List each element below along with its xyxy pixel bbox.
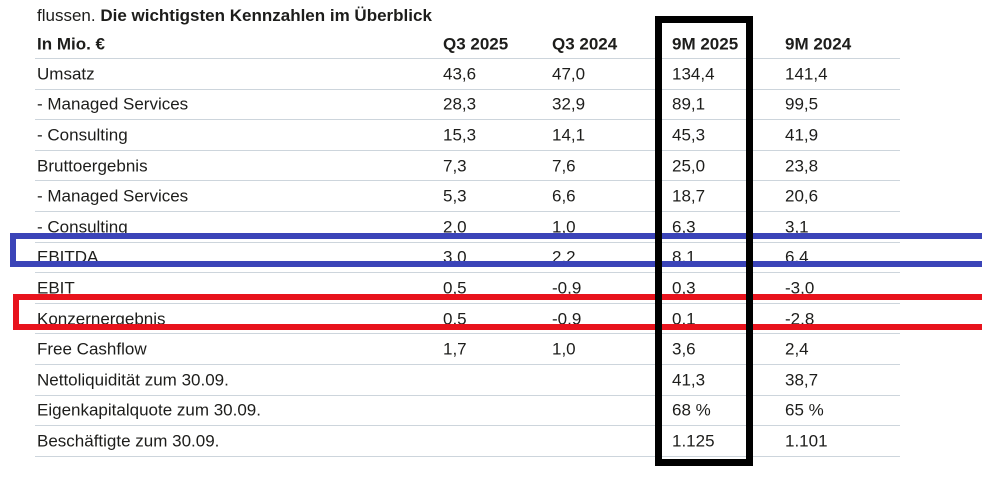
row-value: 0,1: [672, 309, 696, 329]
row-value: 1,7: [443, 339, 467, 359]
row-value: 18,7: [672, 186, 706, 206]
row-value: 0,3: [672, 278, 696, 298]
row-value: 2,2: [552, 247, 576, 267]
row-value: 20,6: [785, 186, 819, 206]
row-value: 45,3: [672, 125, 706, 145]
row-value: 6,3: [672, 217, 696, 237]
row-value: 41,3: [672, 370, 706, 390]
row-label: Bruttoergebnis: [37, 156, 148, 176]
column-header-metric: In Mio. €: [37, 34, 105, 54]
table-row: - Managed Services 28,3 32,9 89,1 99,5: [35, 90, 900, 121]
table-header-row: In Mio. € Q3 2025 Q3 2024 9M 2025 9M 202…: [35, 30, 900, 59]
row-value: 6,6: [552, 186, 576, 206]
row-value: 6,4: [785, 247, 809, 267]
row-value: -2,8: [785, 309, 815, 329]
table-row: Eigenkapitalquote zum 30.09. 68 % 65 %: [35, 396, 900, 427]
table-row: Konzernergebnis 0,5 -0,9 0,1 -2,8: [35, 304, 900, 335]
title-bold: Die wichtigsten Kennzahlen im Überblick: [100, 6, 432, 25]
table-row: Free Cashflow 1,7 1,0 3,6 2,4: [35, 334, 900, 365]
column-header-9m-2024: 9M 2024: [785, 34, 852, 54]
row-value: 43,6: [443, 64, 477, 84]
row-label: Beschäftigte zum 30.09.: [37, 431, 220, 451]
row-label: - Managed Services: [37, 94, 189, 114]
table-row: Umsatz 43,6 47,0 134,4 141,4: [35, 59, 900, 90]
row-value: 8,1: [672, 247, 696, 267]
row-value: 28,3: [443, 94, 477, 114]
row-value: 1.101: [785, 431, 828, 451]
row-value: 47,0: [552, 64, 586, 84]
row-value: -0,9: [552, 278, 582, 298]
table-row: - Managed Services 5,3 6,6 18,7 20,6: [35, 181, 900, 212]
row-value: 15,3: [443, 125, 477, 145]
row-value: 0,5: [443, 278, 467, 298]
row-value: 134,4: [672, 64, 715, 84]
row-label: Nettoliquidität zum 30.09.: [37, 370, 229, 390]
row-value: 7,3: [443, 156, 467, 176]
table-row: Bruttoergebnis 7,3 7,6 25,0 23,8: [35, 151, 900, 182]
row-label: - Consulting: [37, 125, 128, 145]
row-value: 2,4: [785, 339, 809, 359]
row-value: 5,3: [443, 186, 467, 206]
row-label: Eigenkapitalquote zum 30.09.: [37, 400, 261, 420]
title-prefix: flussen.: [37, 6, 96, 25]
row-value: 65 %: [785, 400, 824, 420]
row-value: 3,6: [672, 339, 696, 359]
row-value: 38,7: [785, 370, 819, 390]
row-value: 89,1: [672, 94, 706, 114]
table-row: - Consulting 15,3 14,1 45,3 41,9: [35, 120, 900, 151]
row-value: 14,1: [552, 125, 586, 145]
table-row: Beschäftigte zum 30.09. 1.125 1.101: [35, 426, 900, 457]
row-value: -0,9: [552, 309, 582, 329]
row-value: 32,9: [552, 94, 586, 114]
table-body: Umsatz 43,6 47,0 134,4 141,4 - Managed Servic…: [35, 59, 900, 457]
table-row: EBIT 0,5 -0,9 0,3 -3,0: [35, 273, 900, 304]
row-value: 25,0: [672, 156, 706, 176]
row-value: 23,8: [785, 156, 819, 176]
row-value: 3,1: [785, 217, 809, 237]
column-header-q3-2024: Q3 2024: [552, 34, 618, 54]
column-header-q3-2025: Q3 2025: [443, 34, 509, 54]
row-value: 41,9: [785, 125, 819, 145]
row-label: EBITDA: [37, 247, 99, 267]
row-value: 0,5: [443, 309, 467, 329]
row-value: 1,0: [552, 217, 576, 237]
row-label: Konzernergebnis: [37, 309, 166, 329]
table-row: - Consulting 2,0 1,0 6,3 3,1: [35, 212, 900, 243]
row-value: 141,4: [785, 64, 828, 84]
row-value: 2,0: [443, 217, 467, 237]
row-label: Umsatz: [37, 64, 95, 84]
row-value: 68 %: [672, 400, 711, 420]
row-value: 3,0: [443, 247, 467, 267]
row-label: - Managed Services: [37, 186, 189, 206]
table-row: Nettoliquidität zum 30.09. 41,3 38,7: [35, 365, 900, 396]
row-value: 1,0: [552, 339, 576, 359]
kennzahlen-table: In Mio. € Q3 2025 Q3 2024 9M 2025 9M 202…: [35, 30, 900, 457]
row-label: - Consulting: [37, 217, 128, 237]
row-value: 7,6: [552, 156, 576, 176]
row-value: 1.125: [672, 431, 715, 451]
column-header-9m-2025: 9M 2025: [672, 34, 739, 54]
table-row: EBITDA 3,0 2,2 8,1 6,4: [35, 243, 900, 274]
row-label: Free Cashflow: [37, 339, 147, 359]
row-label: EBIT: [37, 278, 75, 298]
page-title: flussen. Die wichtigsten Kennzahlen im Ü…: [37, 6, 432, 26]
row-value: -3,0: [785, 278, 815, 298]
row-value: 99,5: [785, 94, 819, 114]
